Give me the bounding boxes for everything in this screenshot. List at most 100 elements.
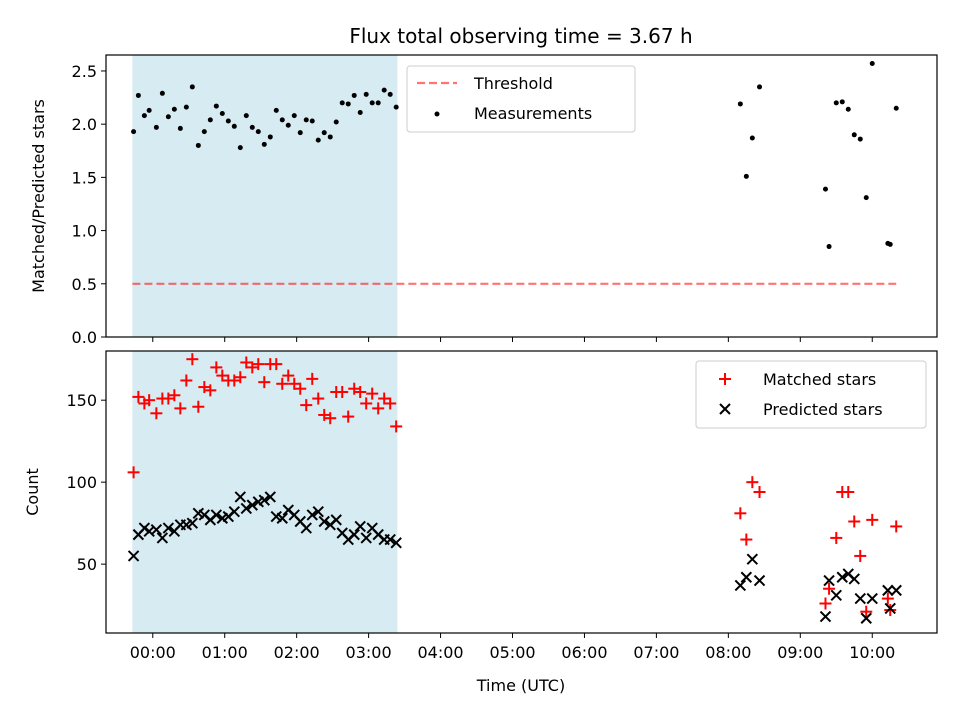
- matched-star-point: [192, 400, 205, 413]
- matched-star-point: [390, 420, 403, 433]
- measurement-point: [261, 141, 267, 147]
- measurement-point: [393, 104, 399, 110]
- measurement-point: [857, 136, 863, 142]
- bottom-y-tick-label: 50: [77, 555, 97, 574]
- top-y-axis-label: Matched/Predicted stars: [29, 99, 48, 293]
- predicted-star-point: [276, 512, 288, 524]
- measurement-point: [387, 91, 393, 97]
- matched-star-point: [168, 389, 181, 402]
- measurement-point: [893, 105, 899, 111]
- measurement-point: [743, 173, 749, 179]
- matched-star-point: [842, 486, 855, 498]
- matched-star-point: [258, 376, 271, 389]
- bottom-y-tick-label: 150: [66, 391, 97, 410]
- measurement-point: [851, 132, 857, 138]
- matched-star-point: [312, 392, 325, 405]
- matched-star-point: [276, 377, 289, 390]
- measurement-point: [737, 101, 743, 107]
- measurement-point: [165, 114, 171, 120]
- measurement-point: [273, 107, 279, 113]
- predicted-star-point: [848, 573, 860, 585]
- top-legend: Threshold Measurements: [406, 65, 636, 133]
- measurement-point: [345, 101, 351, 107]
- measurement-point: [863, 195, 869, 201]
- predicted-star-point: [210, 509, 223, 521]
- matched-star-point: [823, 582, 836, 595]
- predicted-star-point: [156, 532, 169, 544]
- matched-star-point: [186, 353, 199, 366]
- predicted-star-point: [234, 491, 247, 503]
- predicted-star-point: [354, 520, 366, 533]
- predicted-star-point: [390, 537, 402, 549]
- predicted-star-point: [240, 502, 253, 515]
- top-y-tick-label: 0.0: [72, 328, 97, 347]
- measurement-point: [177, 125, 183, 131]
- measurement-point: [381, 87, 387, 93]
- measurement-point: [822, 186, 828, 192]
- measurement-point: [231, 123, 237, 129]
- measurement-point: [159, 90, 165, 96]
- measurement-point: [351, 92, 357, 98]
- matched-star-point: [354, 385, 367, 398]
- predicted-star-point: [882, 584, 894, 597]
- x-tick-label: 00:00: [130, 643, 176, 662]
- matched-star-point: [336, 385, 349, 398]
- legend-matched-swatch: [719, 373, 731, 385]
- measurement-point: [309, 118, 315, 124]
- predicted-star-point: [318, 515, 330, 528]
- predicted-star-point: [819, 610, 832, 623]
- x-axis-label: Time (UTC): [476, 676, 565, 695]
- matched-star-point: [360, 397, 373, 410]
- predicted-star-point: [746, 553, 759, 565]
- bottom-panel: 50 100 150 00:00 01:00 02:00 03:00 04:00 05:00 0…: [23, 350, 938, 695]
- measurement-point: [315, 137, 321, 143]
- predicted-star-point: [854, 592, 866, 605]
- matched-star-point: [366, 387, 379, 400]
- matched-star-point: [150, 407, 163, 420]
- measurement-point: [327, 134, 333, 140]
- legend-predicted-label: Predicted stars: [763, 400, 883, 419]
- predicted-star-point: [860, 612, 872, 624]
- predicted-star-point: [823, 574, 835, 587]
- top-plot-frame: [105, 54, 938, 338]
- matched-star-point: [884, 604, 897, 617]
- measurement-point: [375, 100, 381, 106]
- matched-star-point: [270, 358, 283, 371]
- legend-predicted-swatch: [719, 403, 731, 415]
- chart-title: Flux total observing time = 3.67 h: [349, 24, 692, 48]
- measurement-point: [291, 113, 297, 119]
- legend-measurements-swatch: [434, 111, 440, 117]
- measurement-point: [285, 122, 291, 128]
- top-y-tick-label: 0.5: [72, 275, 97, 294]
- top-panel: 0.0 0.5 1.0 1.5 2.0 2.5 Matched/Predicted sta…: [29, 54, 938, 347]
- bottom-plot-frame: [105, 350, 938, 634]
- matched-star-point: [372, 402, 385, 415]
- matched-star-point: [866, 513, 879, 526]
- bottom-legend: Matched stars Predicted stars: [695, 360, 927, 429]
- matched-star-point: [306, 372, 319, 385]
- measurement-point: [219, 111, 225, 117]
- matched-star-point: [180, 374, 193, 387]
- matched-star-point: [204, 384, 217, 397]
- matched-star-point: [294, 382, 307, 395]
- predicted-star-point: [306, 509, 318, 521]
- matched-star-point: [342, 410, 355, 423]
- measurement-point: [839, 99, 845, 105]
- predicted-star-point: [884, 602, 896, 615]
- measurement-point: [303, 117, 309, 123]
- measurement-point: [171, 106, 177, 112]
- x-tick-label: 03:00: [346, 643, 392, 662]
- matched-star-point: [881, 592, 894, 605]
- predicted-star-point: [246, 499, 259, 511]
- matched-star-point: [734, 507, 747, 520]
- matched-star-point: [848, 515, 861, 528]
- predicted-star-point: [866, 592, 878, 605]
- matched-star-point: [740, 533, 753, 546]
- bottom-y-axis-label: Count: [23, 468, 42, 516]
- predicted-star-point: [348, 528, 360, 541]
- predicted-star-point: [264, 491, 276, 503]
- x-tick-label: 10:00: [849, 643, 895, 662]
- measurement-point: [255, 129, 261, 135]
- matched-star-point: [830, 531, 843, 544]
- legend-measurements-label: Measurements: [474, 104, 592, 123]
